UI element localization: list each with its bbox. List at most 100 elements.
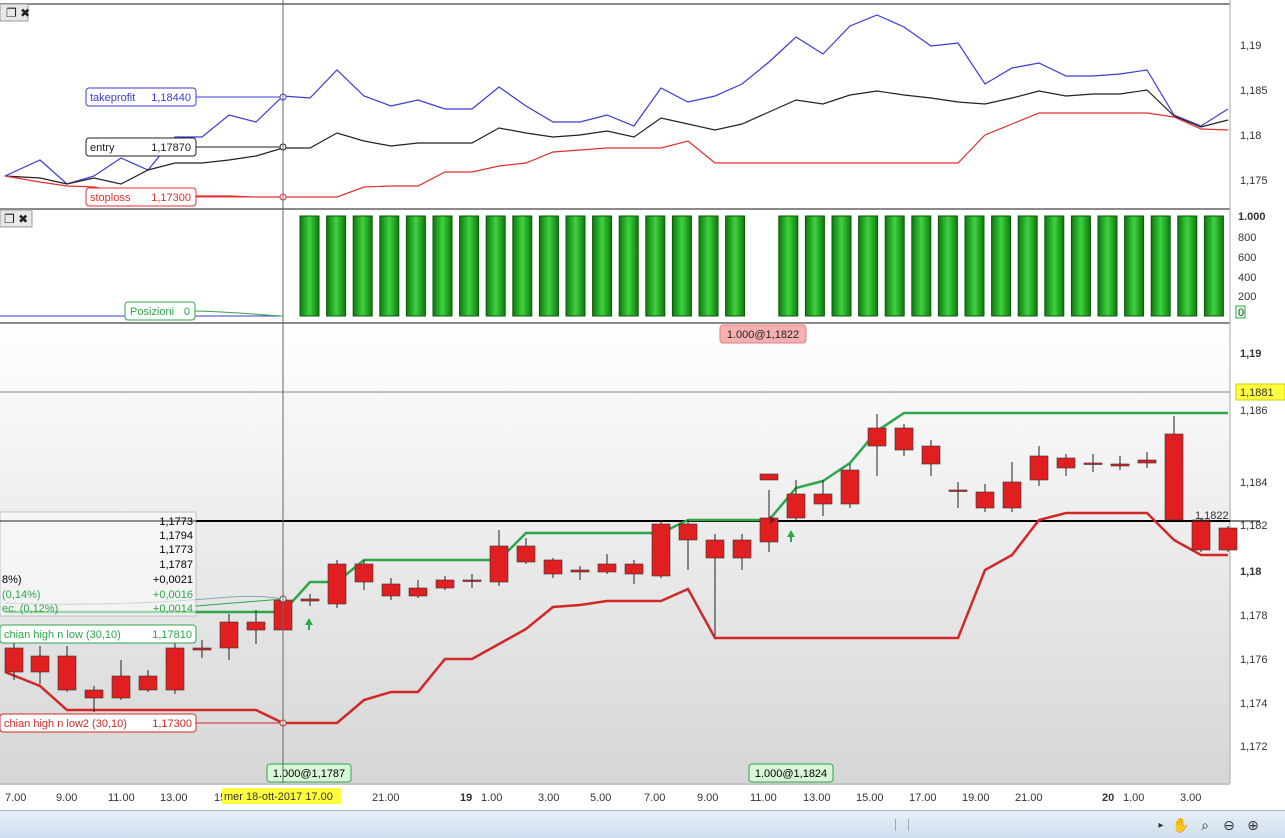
scroll-grip-icon[interactable] bbox=[895, 819, 909, 831]
price-readout: 1,1773 1,1794 1,1773 1,1787 +0,0021 +0,0… bbox=[2, 516, 193, 615]
position-bars bbox=[299, 215, 1224, 317]
candle-down bbox=[651, 523, 671, 577]
candle-down bbox=[165, 647, 185, 691]
takeprofit-tag[interactable]: takeprofit 1,18440 bbox=[85, 87, 197, 107]
candle-down bbox=[462, 579, 482, 582]
positions-tag[interactable]: Posizioni 0 bbox=[124, 301, 196, 321]
position-bar bbox=[485, 215, 506, 317]
svg-text:7.00: 7.00 bbox=[644, 792, 665, 804]
candle-down bbox=[813, 493, 833, 505]
entry-tag-name: entry bbox=[90, 142, 115, 154]
svg-text:(0,14%): (0,14%) bbox=[2, 589, 41, 601]
position-bar bbox=[405, 215, 426, 317]
svg-text:1.00: 1.00 bbox=[1123, 792, 1144, 804]
position-bar bbox=[326, 215, 347, 317]
buy-arrow-icon bbox=[787, 530, 795, 542]
main-yaxis-label: 1,172 bbox=[1240, 741, 1268, 753]
entry-line bbox=[4, 89, 1229, 185]
top-yaxis-label: 1,18 bbox=[1240, 130, 1261, 142]
top-yaxis-label: 1,175 bbox=[1240, 175, 1268, 187]
candle-down bbox=[192, 647, 212, 651]
position-bar bbox=[299, 215, 320, 317]
positions-tag-name: Posizioni bbox=[130, 306, 174, 318]
svg-text:1.000@1,1824: 1.000@1,1824 bbox=[755, 768, 827, 780]
position-bar bbox=[459, 215, 480, 317]
svg-text:1,1773: 1,1773 bbox=[159, 544, 193, 556]
positions-yaxis-label: 200 bbox=[1238, 291, 1256, 303]
svg-text:19.00: 19.00 bbox=[962, 792, 990, 804]
svg-text:17.00: 17.00 bbox=[909, 792, 937, 804]
positions-panel: ❐ ✖ Posizioni 0 1.000 800 600 400 200 0 bbox=[0, 208, 1285, 321]
stoploss-tag-value: 1,17300 bbox=[151, 192, 191, 204]
candle-down bbox=[921, 445, 941, 465]
candle-down bbox=[1002, 481, 1022, 509]
position-bar bbox=[858, 215, 879, 317]
channel-low-line bbox=[4, 511, 1228, 725]
panel-close-icon[interactable] bbox=[0, 209, 33, 228]
panel-close-glyph: ❐ ✖ bbox=[4, 212, 28, 226]
candle-down bbox=[246, 621, 266, 631]
entry-tag[interactable]: entry 1,17870 bbox=[85, 137, 197, 157]
indicator-low-tag[interactable]: chian high n low2 (30,10) 1,17300 bbox=[0, 713, 197, 733]
candle-down bbox=[759, 473, 779, 481]
stoploss-tag[interactable]: stoploss 1,17300 bbox=[85, 187, 197, 207]
candle-down bbox=[435, 579, 455, 589]
position-bar bbox=[884, 215, 905, 317]
stoploss-line bbox=[4, 112, 1229, 198]
candle-down bbox=[1110, 463, 1130, 467]
entry-tag-value: 1,17870 bbox=[151, 142, 191, 154]
position-bar bbox=[538, 215, 559, 317]
main-yaxis-label: 1,184 bbox=[1240, 477, 1268, 489]
candle-down bbox=[1137, 459, 1157, 464]
position-bar bbox=[352, 215, 373, 317]
svg-text:13.00: 13.00 bbox=[803, 792, 831, 804]
panel-close-glyph: ❐ ✖ bbox=[6, 6, 30, 20]
position-bar bbox=[512, 215, 533, 317]
position-bar bbox=[618, 215, 639, 317]
cursor-time-label: mer 18-ott-2017 17.00 bbox=[224, 791, 333, 803]
svg-text:21.00: 21.00 bbox=[1015, 792, 1043, 804]
zoom-in-icon[interactable]: ⊕ bbox=[1247, 818, 1259, 834]
svg-text:ec. (0,12%): ec. (0,12%) bbox=[2, 603, 58, 615]
zoom-out-icon[interactable]: ⊖ bbox=[1223, 818, 1235, 834]
takeprofit-tag-name: takeprofit bbox=[90, 92, 135, 104]
panel-close-icon[interactable] bbox=[0, 3, 29, 22]
top-panel: ❐ ✖ takeprofit 1,18440 entry 1,17870 sto… bbox=[0, 0, 1285, 208]
svg-text:1.000@1,1787: 1.000@1,1787 bbox=[273, 768, 345, 780]
svg-text:11.00: 11.00 bbox=[108, 792, 135, 804]
candle-down bbox=[759, 517, 779, 543]
time-axis: 7.00 9.00 11.00 13.00 15.00 21.00 19 1.0… bbox=[0, 783, 1285, 810]
main-yaxis-label: 1,182 bbox=[1240, 520, 1268, 532]
candle-down bbox=[1056, 457, 1076, 469]
main-yaxis-label: 1,19 bbox=[1240, 348, 1261, 360]
candle-down bbox=[1029, 455, 1049, 481]
candle-down bbox=[516, 545, 536, 563]
svg-text:8%): 8%) bbox=[2, 574, 22, 586]
positions-yaxis-label: 600 bbox=[1238, 252, 1256, 264]
candle-down bbox=[975, 491, 995, 509]
zoom-fit-icon[interactable]: ⌕ bbox=[1201, 818, 1209, 834]
candle-down bbox=[489, 545, 509, 583]
positions-yaxis-label: 400 bbox=[1238, 272, 1256, 284]
candle-down bbox=[1218, 527, 1238, 551]
main-yaxis-label: 1,186 bbox=[1240, 405, 1268, 417]
svg-text:9.00: 9.00 bbox=[56, 792, 77, 804]
candle-down bbox=[705, 539, 725, 559]
play-icon[interactable]: ▸ bbox=[1158, 820, 1164, 831]
svg-text:1,1794: 1,1794 bbox=[159, 530, 193, 542]
position-bar bbox=[991, 215, 1012, 317]
hand-icon[interactable]: ✋ bbox=[1172, 818, 1190, 834]
svg-text:1,17300: 1,17300 bbox=[152, 718, 192, 730]
position-bar bbox=[937, 215, 958, 317]
candle-down bbox=[1191, 519, 1211, 551]
svg-text:1,17810: 1,17810 bbox=[152, 629, 192, 641]
svg-text:5.00: 5.00 bbox=[590, 792, 611, 804]
svg-text:20: 20 bbox=[1102, 792, 1114, 804]
sell-arrow-icon bbox=[770, 516, 776, 524]
position-bar bbox=[964, 215, 985, 317]
candle-down bbox=[138, 675, 158, 691]
indicator-high-tag[interactable]: chian high n low (30,10) 1,17810 bbox=[0, 624, 197, 644]
svg-text:chian high n low (30,10): chian high n low (30,10) bbox=[4, 629, 121, 641]
candle-down bbox=[894, 427, 914, 451]
